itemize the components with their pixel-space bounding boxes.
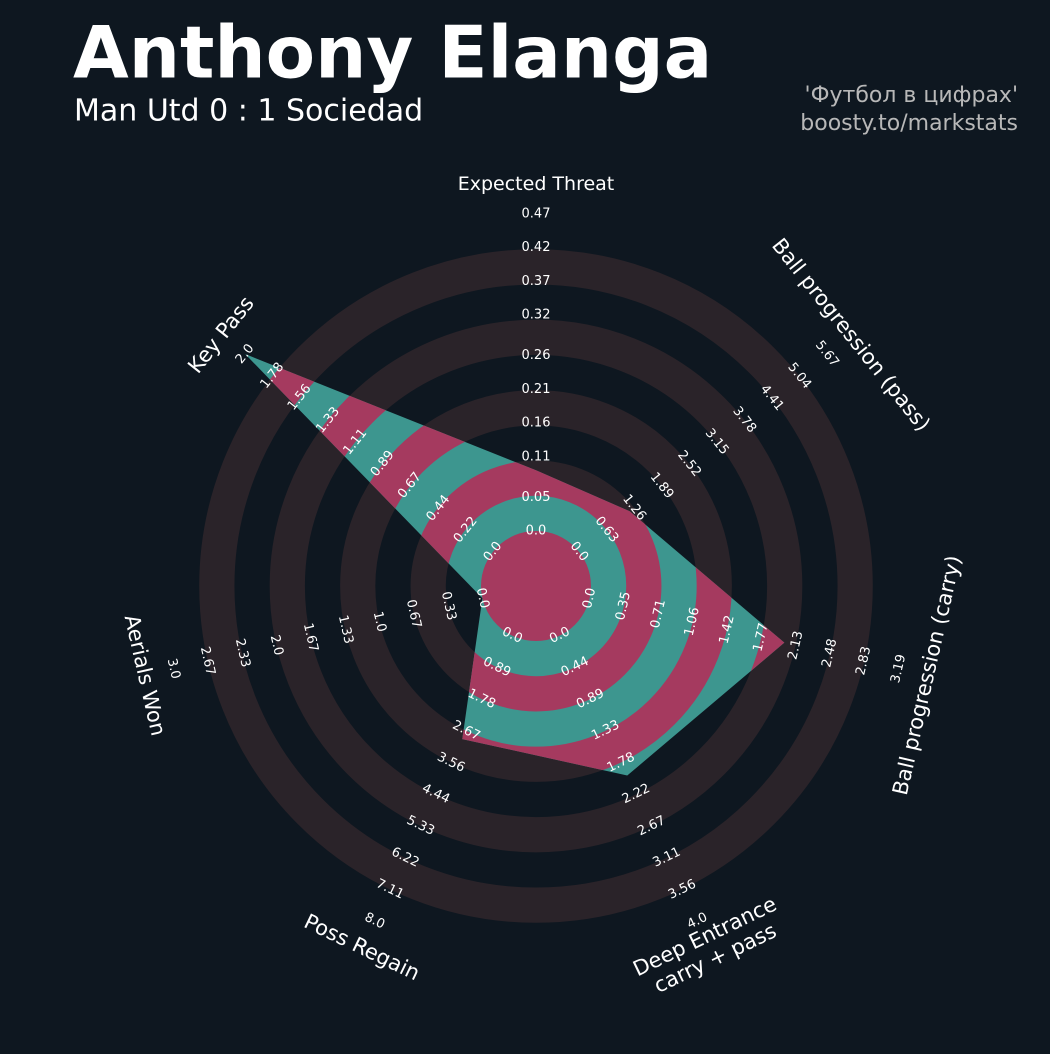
tick-label: 2.67: [197, 645, 218, 677]
tick-label: 1.42: [717, 614, 738, 646]
tick-label: 2.13: [785, 630, 806, 662]
tick-label: 2.83: [853, 645, 874, 677]
tick-label: 0.11: [522, 449, 551, 464]
tick-label: 0.35: [613, 590, 634, 622]
ring: [269, 319, 803, 853]
param-label-line: Expected Threat: [458, 173, 615, 195]
tick-label: 0.32: [522, 308, 551, 323]
tick-label: 0.21: [522, 382, 551, 397]
chart-subtitle: Man Utd 0 : 1 Sociedad: [74, 94, 423, 129]
tick-label: 0.0: [580, 586, 599, 610]
ring: [199, 249, 873, 923]
param-label: Expected Threat: [458, 173, 615, 195]
tick-label: 1.0: [370, 610, 389, 634]
tick-label: 0.67: [403, 598, 424, 630]
tick-label: 0.26: [522, 348, 551, 363]
tick-label: 0.47: [522, 207, 551, 222]
tick-label: 0.37: [522, 274, 551, 289]
tick-label: 2.33: [232, 637, 253, 669]
tick-label: 1.77: [751, 622, 772, 654]
tick-label: 0.33: [438, 590, 459, 622]
tick-label: 1.06: [682, 606, 703, 638]
credit: boosty.to/markstats: [800, 111, 1018, 136]
tick-label: 0.0: [526, 524, 547, 539]
tick-label: 3.19: [888, 653, 909, 685]
inner-circle: [481, 531, 591, 641]
tick-label: 0.71: [648, 598, 669, 630]
tick-label: 3.0: [164, 657, 183, 681]
tick-label: 0.16: [522, 416, 551, 431]
tick-label: 0.0: [473, 586, 492, 610]
credit: 'Футбол в цифрах': [805, 83, 1018, 108]
tick-label: 0.05: [522, 490, 551, 505]
tick-label: 1.67: [300, 622, 321, 654]
tick-label: 0.42: [522, 240, 551, 255]
tick-label: 1.33: [335, 614, 356, 646]
tick-label: 2.48: [819, 637, 840, 669]
tick-label: 2.0: [267, 634, 286, 658]
chart-title: Anthony Elanga: [73, 11, 712, 95]
